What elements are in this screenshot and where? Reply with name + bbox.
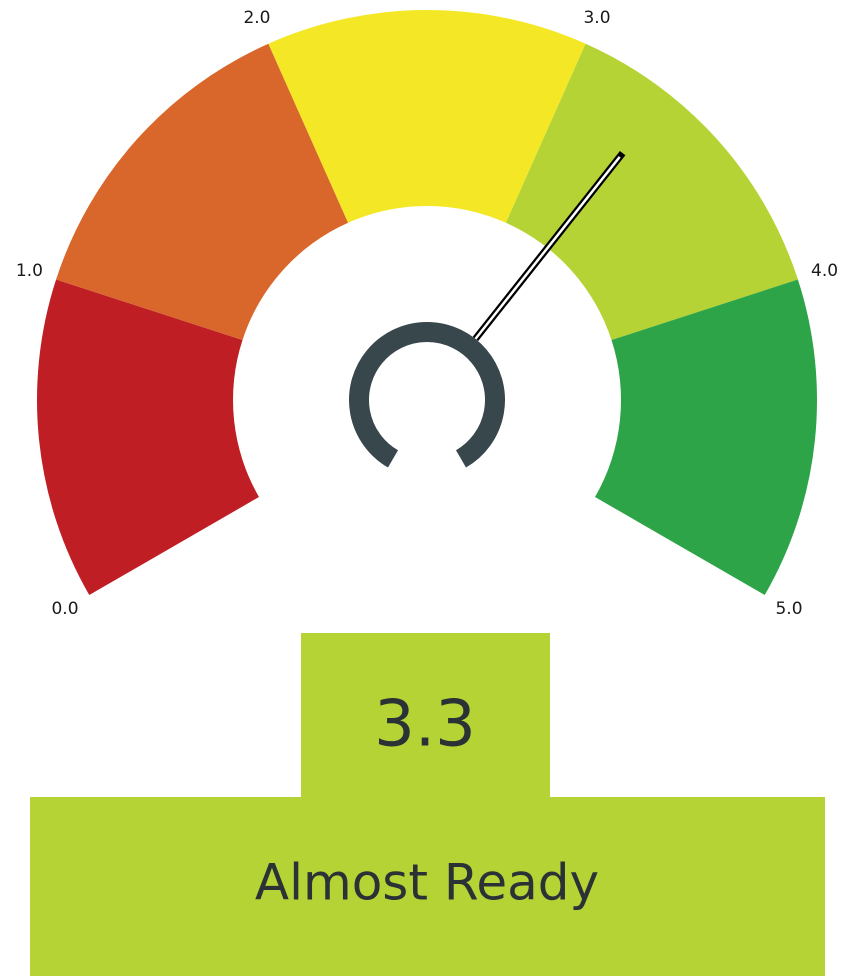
value-box xyxy=(301,633,550,798)
gauge-band xyxy=(36,279,259,595)
needle-inner xyxy=(474,156,621,340)
gauge-band xyxy=(56,43,349,341)
gauge-band xyxy=(505,43,798,341)
tick-label: 2.0 xyxy=(243,8,270,28)
gauge-band xyxy=(595,279,817,595)
tick-label: 4.0 xyxy=(811,261,838,281)
label-box xyxy=(30,797,825,976)
gauge-band xyxy=(268,9,586,223)
tick-label: 0.0 xyxy=(51,599,78,619)
status-label: Almost Ready xyxy=(255,854,599,912)
tick-label: 3.0 xyxy=(583,8,610,28)
value-text: 3.3 xyxy=(374,688,476,762)
needle-hub xyxy=(349,322,505,468)
tick-label: 1.0 xyxy=(16,261,43,281)
tick-label: 5.0 xyxy=(775,599,802,619)
